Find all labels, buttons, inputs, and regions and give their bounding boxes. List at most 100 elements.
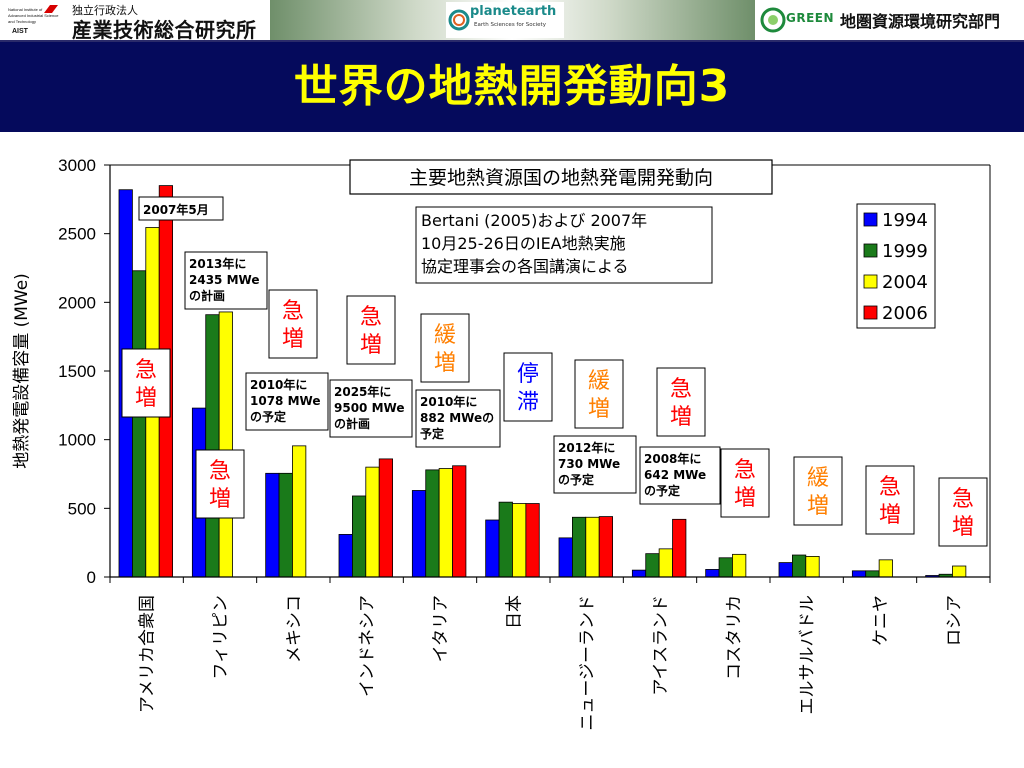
forecast-note-line: 2013年に (189, 256, 246, 271)
annotations-group: 主要地熱資源国の地熱発電開発動向 Bertani (2005)および 2007年 1… (121, 159, 988, 547)
bar-2004 (658, 548, 673, 578)
trend-box-rapid (865, 465, 915, 535)
planet-earth-subtitle: Earth Sciences for Society (474, 22, 546, 28)
bar-1999 (131, 270, 147, 578)
forecast-note-line: 2008年に (644, 451, 701, 466)
date-note-box (138, 196, 224, 221)
slide-title: 世界の地熱開発動向3 (293, 61, 731, 112)
forecast-note-box (184, 251, 268, 310)
bar-1999 (278, 472, 293, 578)
svg-text:Advanced Industrial Science: Advanced Industrial Science (8, 13, 59, 18)
bar-2006 (452, 465, 467, 578)
source-note-line: 協定理事会の各国講演による (421, 257, 629, 276)
category-label: メキシコ (284, 595, 304, 663)
chart-title-box (349, 159, 773, 195)
legend-swatch (863, 243, 878, 258)
trend-box-rapid (938, 477, 988, 547)
trend-label: 増 (952, 515, 974, 540)
bar-1994 (851, 570, 867, 578)
bars-group (118, 185, 967, 578)
trend-label: 増 (879, 503, 901, 528)
aist-logo-block: National Institute of Advanced Industria… (0, 0, 270, 42)
forecast-note-line: 2012年に (558, 440, 615, 455)
y-tick-label: 1500 (58, 362, 96, 381)
bar-1999 (645, 553, 660, 578)
trend-box-stagnant (503, 352, 553, 422)
trend-label: 増 (670, 405, 692, 430)
bar-1999 (425, 469, 440, 578)
bar-1999 (351, 495, 367, 578)
forecast-note-line: の計画 (189, 288, 225, 303)
trend-label: 増 (360, 333, 382, 358)
svg-text:National Institute of: National Institute of (8, 7, 43, 12)
bar-2004 (732, 553, 747, 578)
legend-label: 1999 (882, 241, 928, 262)
trend-label: 停 (517, 362, 539, 387)
source-note-box (415, 206, 713, 284)
y-tick-label: 0 (87, 568, 96, 587)
forecast-note-line: 882 MWeの (420, 411, 494, 425)
category-label: エルサルバドル (798, 595, 818, 715)
y-tick-label: 500 (68, 499, 96, 518)
bar-2006 (525, 503, 540, 578)
trend-box-slow (574, 359, 624, 429)
org-name: 産業技術総合研究所 (72, 18, 257, 42)
trend-box-rapid (656, 367, 706, 437)
legend-label: 1994 (882, 210, 928, 231)
forecast-note-line: 730 MWe (558, 457, 620, 471)
forecast-note-line: の予定 (558, 472, 594, 487)
trend-label: 増 (135, 386, 157, 411)
category-label: コスタリカ (724, 595, 744, 680)
forecast-note-line: 9500 MWe (334, 401, 404, 415)
forecast-note-line: の計画 (334, 416, 370, 431)
bar-1999 (572, 516, 587, 578)
trend-label: 増 (588, 397, 610, 422)
trend-box-slow (420, 313, 470, 383)
source-note-line: Bertani (2005)および 2007年 (421, 211, 647, 230)
trend-box-rapid (195, 449, 245, 519)
bar-2004 (218, 311, 233, 578)
forecast-note-line: 1078 MWe (250, 394, 320, 408)
globe-icon (448, 9, 470, 31)
trend-label: 増 (434, 351, 456, 376)
category-label: ケニヤ (871, 595, 891, 646)
bar-2004 (805, 556, 820, 578)
bar-1994 (558, 537, 573, 578)
bar-2004 (878, 559, 893, 578)
bar-2004 (512, 503, 527, 578)
forecast-note-line: の予定 (250, 409, 286, 424)
category-label: アイスランド (651, 595, 671, 696)
aist-logo-icon: National Institute of Advanced Industria… (8, 5, 59, 35)
trend-label: 急 (209, 459, 231, 484)
category-label: アメリカ合衆国 (138, 595, 158, 713)
bar-2004 (292, 445, 307, 578)
planet-earth-logo: planetearth Earth Sciences for Society (446, 2, 564, 38)
forecast-note-line: 2010年に (250, 377, 307, 392)
axes-group: 0 500 1000 1500 2000 2500 3000 地熱発電設備容量 (MWe) アメ… (12, 156, 991, 731)
bar-1994 (778, 562, 793, 578)
forecast-note-line: 2025年に (334, 384, 391, 399)
green-logo-icon (760, 7, 786, 33)
bar-1999 (865, 570, 880, 578)
trend-box-rapid (121, 348, 171, 418)
trend-label: 増 (734, 486, 756, 511)
category-label: ニュージーランド (578, 595, 598, 731)
y-tick-label: 1000 (58, 431, 96, 450)
bar-2006 (598, 516, 614, 578)
y-tick-label: 3000 (58, 156, 96, 175)
trend-box-rapid (268, 289, 318, 359)
forecast-note-box (245, 372, 329, 431)
legend-label: 2004 (882, 272, 928, 293)
bar-1999 (205, 314, 220, 578)
trend-label: 急 (135, 358, 157, 383)
category-label: イタリア (431, 595, 451, 662)
org-type-label: 独立行政法人 (72, 4, 138, 17)
trend-label: 増 (209, 487, 231, 512)
bar-1994 (631, 569, 647, 578)
trend-label: 増 (807, 494, 829, 519)
date-note: 2007年5月 (143, 202, 209, 217)
header-strip: National Institute of Advanced Industria… (0, 0, 1024, 42)
trend-label: 緩 (588, 369, 610, 394)
bar-1994 (411, 490, 427, 578)
bar-2004 (585, 516, 600, 578)
